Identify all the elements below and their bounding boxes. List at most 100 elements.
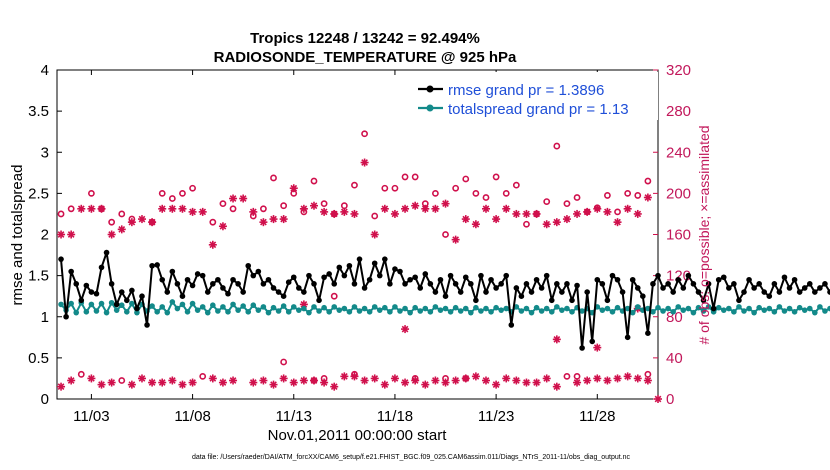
rmse-point	[822, 281, 828, 287]
spread-point	[650, 309, 656, 315]
spread-point	[579, 308, 585, 314]
obs-assimilated-marker	[643, 193, 652, 202]
spread-point	[240, 303, 246, 309]
obs-assimilated-marker	[401, 378, 410, 387]
obs-assimilated-marker	[289, 378, 298, 387]
obs-assimilated-marker	[643, 376, 652, 385]
obs-assimilated-marker	[431, 204, 440, 213]
rmse-point	[731, 281, 737, 287]
spread-point	[442, 305, 449, 312]
obs-assimilated-marker	[471, 372, 480, 381]
rmse-point	[655, 272, 661, 279]
rmse-point	[680, 285, 687, 291]
spread-point	[791, 309, 798, 315]
spread-point	[316, 308, 322, 314]
obs-assimilated-marker	[57, 382, 66, 391]
spread-point	[670, 309, 676, 315]
obs-assimilated-marker	[441, 378, 450, 387]
obs-assimilated-marker	[421, 380, 430, 389]
rmse-point	[786, 285, 793, 291]
obs-possible-marker	[189, 184, 196, 192]
obs-assimilated-marker	[573, 378, 582, 387]
y-axis-label-right: # of obs: o=possible; ×=assimilated	[696, 125, 712, 344]
spread-point	[609, 309, 616, 315]
rmse-point	[579, 345, 585, 351]
spread-point	[827, 305, 830, 312]
obs-possible-marker	[563, 200, 571, 208]
obs-possible-marker	[432, 189, 439, 197]
rmse-point	[468, 281, 474, 287]
rmse-point	[462, 274, 469, 281]
rmse-point	[488, 276, 494, 283]
obs-assimilated-marker	[77, 204, 86, 213]
obs-assimilated-marker	[158, 204, 167, 213]
obs-assimilated-marker	[593, 343, 602, 352]
rmse-point	[650, 281, 656, 287]
obs-assimilated-marker	[137, 215, 146, 224]
obs-possible-marker	[229, 205, 237, 213]
obs-assimilated-marker	[249, 207, 258, 216]
spread-point	[407, 309, 413, 316]
obs-assimilated-marker	[562, 215, 571, 224]
spread-point	[179, 301, 186, 308]
spread-point	[427, 309, 434, 315]
chart-title: Tropics 12248 / 13242 = 92.494%	[250, 30, 480, 47]
rmse-point	[290, 274, 297, 281]
obs-possible-marker	[219, 200, 227, 208]
spread-point	[220, 304, 226, 310]
spread-point	[817, 304, 823, 310]
rmse-point	[766, 293, 773, 299]
rmse-point	[210, 281, 216, 287]
obs-assimilated-marker	[57, 230, 66, 239]
spread-point	[260, 304, 267, 310]
obs-possible-marker	[108, 218, 116, 226]
x-tick-label: 11/23	[478, 408, 514, 425]
y-tick-label-left: 0	[41, 391, 49, 408]
spread-point	[478, 308, 484, 314]
spread-point	[118, 302, 125, 309]
obs-possible-marker	[644, 177, 652, 185]
spread-point	[164, 309, 171, 316]
obs-assimilated-marker	[451, 376, 460, 385]
spread-point	[473, 304, 479, 311]
rmse-point	[791, 276, 798, 283]
obs-assimilated-marker	[229, 194, 238, 203]
spread-point	[159, 304, 166, 310]
obs-assimilated-marker	[380, 204, 389, 213]
obs-assimilated-marker	[380, 380, 389, 389]
rmse-point	[624, 334, 631, 341]
y-tick-label-right: 200	[666, 185, 691, 202]
obs-possible-marker	[67, 205, 75, 213]
rmse-point	[685, 272, 692, 279]
obs-assimilated-marker	[218, 222, 227, 231]
spread-point	[457, 308, 464, 314]
obs-assimilated-marker	[107, 230, 116, 239]
legend: rmse grand pr = 1.3896 totalspread grand…	[412, 72, 658, 120]
rmse-point	[220, 285, 226, 291]
obs-assimilated-marker	[137, 374, 146, 383]
legend-spread-marker	[426, 104, 434, 112]
spread-point	[154, 309, 160, 315]
obs-possible-marker	[361, 130, 368, 138]
obs-possible-marker	[320, 200, 328, 208]
rmse-point	[230, 276, 236, 283]
obs-assimilated-marker	[573, 209, 582, 218]
rmse-point	[129, 287, 135, 294]
obs-assimilated-marker	[522, 209, 531, 218]
y-tick-label-right: 80	[666, 309, 683, 326]
rmse-point	[629, 276, 636, 283]
obs-assimilated-marker	[198, 207, 207, 216]
rmse-point	[726, 285, 732, 291]
obs-possible-marker	[77, 370, 85, 378]
y-tick-label-left: 1.5	[28, 268, 49, 285]
obs-possible-marker	[624, 189, 632, 197]
rmse-point	[154, 262, 160, 268]
obs-assimilated-marker	[492, 380, 501, 389]
rmse-point	[422, 271, 429, 277]
footnote: data file: /Users/raeder/DAI/ATM_forcXX/…	[192, 454, 631, 461]
rmse-point	[306, 272, 312, 279]
obs-assimilated-marker	[441, 199, 450, 208]
obs-possible-marker	[452, 184, 460, 192]
rmse-point	[559, 289, 565, 295]
rmse-point	[695, 289, 702, 295]
